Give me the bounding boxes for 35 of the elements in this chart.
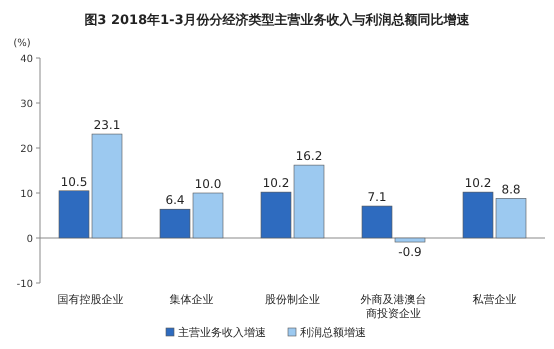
bar: [294, 164, 324, 238]
y-tick-label: 40: [20, 54, 33, 65]
chart-title: 图3 2018年1-3月份分经济类型主营业务收入与利润总额同比增速: [84, 12, 471, 28]
bar: [92, 134, 122, 238]
bar: [58, 190, 90, 238]
data-label: 8.8: [501, 182, 521, 196]
x-tick-label: 股份制企业: [265, 293, 320, 306]
y-tick-label: 10: [20, 189, 33, 200]
y-tick-label: 0: [26, 234, 33, 245]
bar: [260, 192, 292, 238]
bar: [160, 208, 190, 238]
data-label: 6.4: [165, 193, 185, 208]
y-axis-title: (%): [13, 38, 31, 49]
legend-label: 主营业务收入增速: [178, 326, 266, 339]
legend-label: 利润总额增速: [300, 326, 366, 339]
data-label: 10.2: [464, 176, 492, 190]
data-label: 10.2: [262, 176, 290, 190]
x-tick-label: 外商及港澳台商投资企业: [360, 293, 426, 320]
bar: [394, 238, 426, 242]
data-label: 16.2: [296, 149, 322, 164]
x-tick-label: 集体企业: [170, 293, 214, 306]
data-label: -0.9: [398, 245, 422, 260]
data-label: 23.1: [94, 118, 120, 132]
x-tick-label: 私营企业: [472, 293, 516, 306]
data-label: 10.0: [194, 177, 222, 191]
bar: [192, 192, 224, 238]
bar: [362, 206, 392, 238]
y-tick-label: 30: [20, 99, 33, 110]
bar: [462, 192, 494, 238]
bar: [496, 198, 526, 238]
y-tick-label: 20: [20, 144, 33, 155]
y-tick-label: -10: [16, 279, 33, 290]
data-label: 10.5: [60, 174, 88, 189]
data-label: 7.1: [367, 190, 387, 204]
x-tick-label: 国有控股企业: [58, 293, 124, 306]
